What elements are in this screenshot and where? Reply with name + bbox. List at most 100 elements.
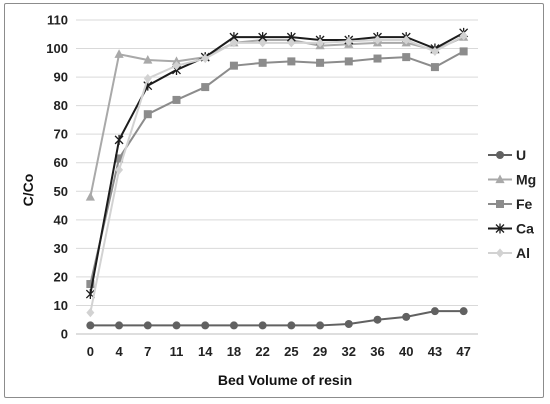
y-tick-label: 80 xyxy=(54,98,68,113)
series-u xyxy=(86,307,468,330)
y-tick-label: 0 xyxy=(61,327,68,342)
data-point-al xyxy=(86,307,95,318)
legend-label: Ca xyxy=(516,221,534,237)
series-al xyxy=(86,31,468,318)
legend-label: Mg xyxy=(516,172,536,188)
x-tick-label: 47 xyxy=(456,344,470,359)
x-tick-label: 7 xyxy=(144,344,151,359)
y-tick-label: 60 xyxy=(54,155,68,170)
x-tick-label: 32 xyxy=(342,344,356,359)
series-ca xyxy=(85,27,469,300)
x-tick-label: 4 xyxy=(115,344,123,359)
data-point-u xyxy=(143,321,152,330)
data-point-u xyxy=(430,307,439,316)
series-line-u xyxy=(90,310,464,327)
series-line-fe xyxy=(89,50,465,285)
series-line-al xyxy=(89,34,465,313)
data-point-fe xyxy=(115,154,124,163)
gridlines xyxy=(76,19,478,306)
data-point-al xyxy=(459,31,468,41)
x-tick-label: 36 xyxy=(370,344,384,359)
data-point-al xyxy=(172,61,181,71)
data-point-fe xyxy=(402,53,411,62)
y-tick-label: 30 xyxy=(54,241,68,256)
data-point-u xyxy=(172,321,181,330)
data-point-u xyxy=(258,321,267,330)
data-point-u xyxy=(316,321,325,330)
data-point-al xyxy=(115,165,124,175)
data-point-fe xyxy=(201,83,210,92)
y-tick-label: 40 xyxy=(54,212,68,227)
x-tick-label: 14 xyxy=(198,344,213,359)
legend-label: Al xyxy=(516,245,530,261)
data-point-al xyxy=(201,53,210,64)
data-point-u xyxy=(229,321,238,330)
series-mg xyxy=(85,32,469,201)
x-tick-label: 22 xyxy=(255,344,269,359)
data-point-fe xyxy=(344,57,353,66)
data-point-u xyxy=(287,321,296,330)
data-point-fe xyxy=(143,110,152,119)
data-point-mg xyxy=(85,191,95,201)
data-point-fe xyxy=(459,47,468,56)
legend-item-mg: Mg xyxy=(488,172,536,188)
legend-item-ca: Ca xyxy=(488,221,534,237)
y-tick-label: 100 xyxy=(46,41,68,56)
legend-label: Fe xyxy=(516,196,533,212)
data-point-u xyxy=(115,321,124,330)
data-point-u xyxy=(459,307,468,316)
y-tick-label: 110 xyxy=(47,13,68,28)
y-tick-label: 70 xyxy=(54,127,68,142)
data-point-al xyxy=(258,38,267,48)
data-point-mg xyxy=(171,56,182,65)
legend-marker xyxy=(495,174,505,184)
data-point-al xyxy=(229,38,238,48)
legend-marker xyxy=(496,200,504,208)
legend-marker xyxy=(496,248,504,258)
legend: U Mg Fe Ca Al xyxy=(488,147,536,261)
data-point-fe xyxy=(316,58,325,67)
data-point-fe xyxy=(430,63,439,72)
data-point-al xyxy=(316,38,325,48)
data-point-u xyxy=(344,320,353,329)
x-tick-label: 40 xyxy=(399,344,413,359)
legend-item-fe: Fe xyxy=(488,196,533,212)
legend-marker xyxy=(496,151,504,159)
chart-frame xyxy=(4,3,544,398)
x-tick-label: 43 xyxy=(428,344,442,359)
legend-item-u: U xyxy=(488,147,526,163)
series-group xyxy=(85,27,469,330)
data-point-ca xyxy=(114,134,124,145)
data-point-u xyxy=(402,312,411,321)
x-tick-label: 29 xyxy=(313,344,327,359)
legend-label: U xyxy=(516,147,526,163)
y-tick-labels: 0 10 20 30 40 50 60 70 80 90 100 110 xyxy=(46,13,68,342)
data-point-fe xyxy=(86,280,95,289)
data-point-al xyxy=(344,36,353,47)
data-point-al xyxy=(402,35,411,45)
y-tick-label: 90 xyxy=(54,70,68,85)
y-tick-label: 50 xyxy=(54,184,68,199)
data-point-fe xyxy=(229,61,238,70)
data-point-al xyxy=(287,38,296,48)
data-point-fe xyxy=(258,58,267,67)
data-point-mg xyxy=(114,49,124,58)
x-tick-label: 25 xyxy=(284,344,298,359)
data-point-al xyxy=(430,46,439,56)
y-axis-title: C/Co xyxy=(20,174,36,207)
x-tick-label: 11 xyxy=(170,344,184,359)
data-point-fe xyxy=(172,95,181,104)
y-tick-label: 10 xyxy=(54,298,68,313)
data-point-u xyxy=(373,315,382,324)
data-point-mg xyxy=(143,54,153,64)
data-point-al xyxy=(373,35,382,45)
y-tick-label: 20 xyxy=(54,269,68,284)
series-line-ca xyxy=(89,31,465,295)
data-point-u xyxy=(201,321,210,330)
legend-item-al: Al xyxy=(488,245,530,261)
legend-marker xyxy=(495,223,505,234)
x-axis-title: Bed Volume of resin xyxy=(218,372,352,388)
x-tick-label: 0 xyxy=(87,344,94,359)
series-fe xyxy=(86,47,468,289)
